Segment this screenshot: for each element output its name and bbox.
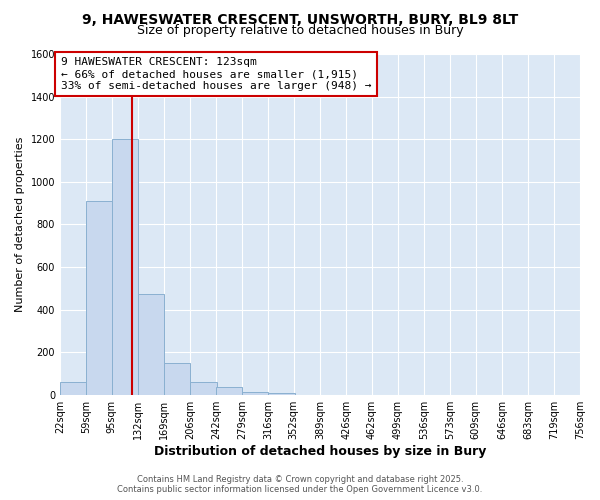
Text: 9, HAWESWATER CRESCENT, UNSWORTH, BURY, BL9 8LT: 9, HAWESWATER CRESCENT, UNSWORTH, BURY, …	[82, 12, 518, 26]
Y-axis label: Number of detached properties: Number of detached properties	[15, 136, 25, 312]
Text: Size of property relative to detached houses in Bury: Size of property relative to detached ho…	[137, 24, 463, 37]
Bar	[268, 392, 295, 394]
Bar	[86, 201, 112, 394]
Text: 9 HAWESWATER CRESCENT: 123sqm
← 66% of detached houses are smaller (1,915)
33% o: 9 HAWESWATER CRESCENT: 123sqm ← 66% of d…	[61, 58, 371, 90]
Bar	[60, 382, 86, 394]
X-axis label: Distribution of detached houses by size in Bury: Distribution of detached houses by size …	[154, 444, 486, 458]
Bar	[190, 382, 217, 394]
Bar	[164, 363, 190, 394]
Bar	[242, 392, 268, 394]
Bar	[216, 388, 242, 394]
Bar	[138, 294, 164, 394]
Text: Contains HM Land Registry data © Crown copyright and database right 2025.
Contai: Contains HM Land Registry data © Crown c…	[118, 474, 482, 494]
Bar	[112, 139, 138, 394]
